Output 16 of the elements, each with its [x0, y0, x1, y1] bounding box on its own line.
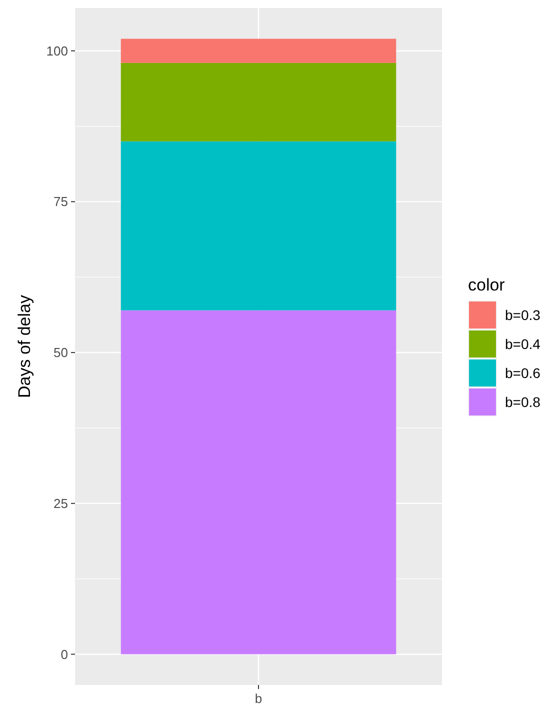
y-tick-label: 75 [54, 194, 68, 210]
bar [120, 38, 396, 63]
y-tick-label: 100 [46, 43, 68, 58]
bar [120, 62, 396, 142]
bar [120, 141, 396, 310]
legend-label: b=0.4 [505, 336, 541, 352]
y-tick-label: 50 [54, 345, 68, 360]
y-tick-label: 0 [60, 646, 68, 662]
y-tick-label: 25 [54, 496, 68, 511]
x-tick-label: b [254, 691, 262, 706]
y-axis-title: Days of delay [15, 294, 34, 398]
legend-label: b=0.3 [505, 306, 541, 323]
legend-label: b=0.8 [505, 394, 541, 410]
bar [120, 310, 396, 654]
legend-label: b=0.6 [505, 364, 541, 381]
legend-title: color [468, 276, 506, 294]
